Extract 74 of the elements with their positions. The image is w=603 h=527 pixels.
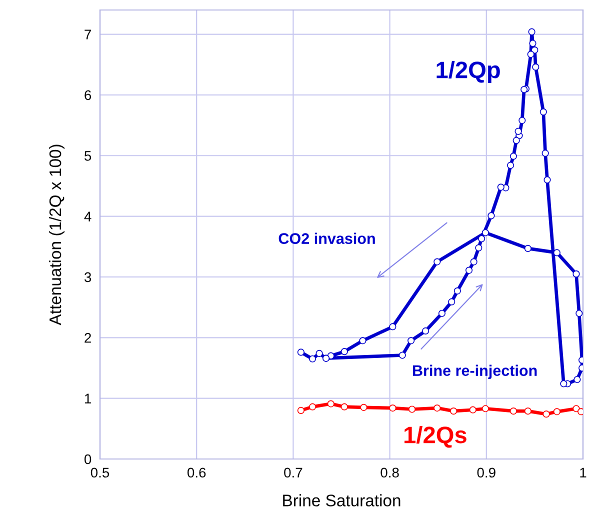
point [544,176,551,184]
point [360,404,368,411]
x-axis-title: Brine Saturation [283,494,400,506]
y-tick-label: 6 [84,90,92,100]
point [475,244,482,252]
point [574,376,581,384]
point [540,108,547,116]
point [434,258,441,266]
y-tick-label: 3 [84,272,92,282]
point [422,327,430,335]
x-tick-label: 0.6 [187,468,206,478]
point [514,128,522,135]
point [529,40,536,47]
point [553,408,560,416]
point [553,249,560,256]
y-axis-title: Attenuation (1/2Q x 100) [48,144,64,326]
y-tick-label: 0 [84,454,92,464]
x-tick-label: 0.8 [380,468,399,478]
point [532,63,540,71]
point [450,408,458,415]
point [510,408,517,415]
point [408,337,415,344]
y-tick-label: 1 [85,394,91,404]
point [438,310,446,317]
point [470,258,478,266]
point [327,400,334,408]
point [389,323,396,330]
y-tick-label: 5 [84,151,92,161]
y-tick-label: 7 [84,30,91,40]
point [572,270,580,278]
x-tick-label: 0.5 [90,468,110,478]
point [308,403,316,410]
point [524,408,532,415]
point [308,355,316,362]
point [510,152,517,160]
point [524,244,532,252]
point [465,266,473,274]
point [434,404,441,412]
x-tick-label: 0.9 [477,468,496,478]
point [542,150,549,157]
point [297,348,304,356]
x-tick-label: 0.7 [284,468,302,478]
point [528,28,536,36]
point [488,212,495,220]
y-tick-label: 2 [84,332,91,343]
point [518,116,526,124]
point [359,337,366,344]
point [497,184,504,191]
point [408,406,416,413]
point [316,350,323,357]
point [454,287,461,294]
point [531,46,538,54]
point [527,50,534,58]
point [469,406,476,414]
x-tick-label: 1 [580,468,586,478]
point [297,406,304,414]
point [478,235,486,242]
point [340,348,348,356]
point [340,403,348,410]
point [482,405,489,412]
y-tick-label: 4 [84,212,92,222]
annotation: 1/2Qp [436,60,500,83]
point [448,298,456,306]
annotation: CO2 invasion [278,232,375,244]
point [389,404,396,412]
point [560,380,568,388]
point [512,136,520,144]
point [507,162,514,169]
point [482,229,489,236]
annotation: Brine re-injection [413,364,537,380]
point [542,410,550,418]
point [398,352,406,359]
point [576,310,583,317]
annotation: 1/2Qs [404,426,466,448]
